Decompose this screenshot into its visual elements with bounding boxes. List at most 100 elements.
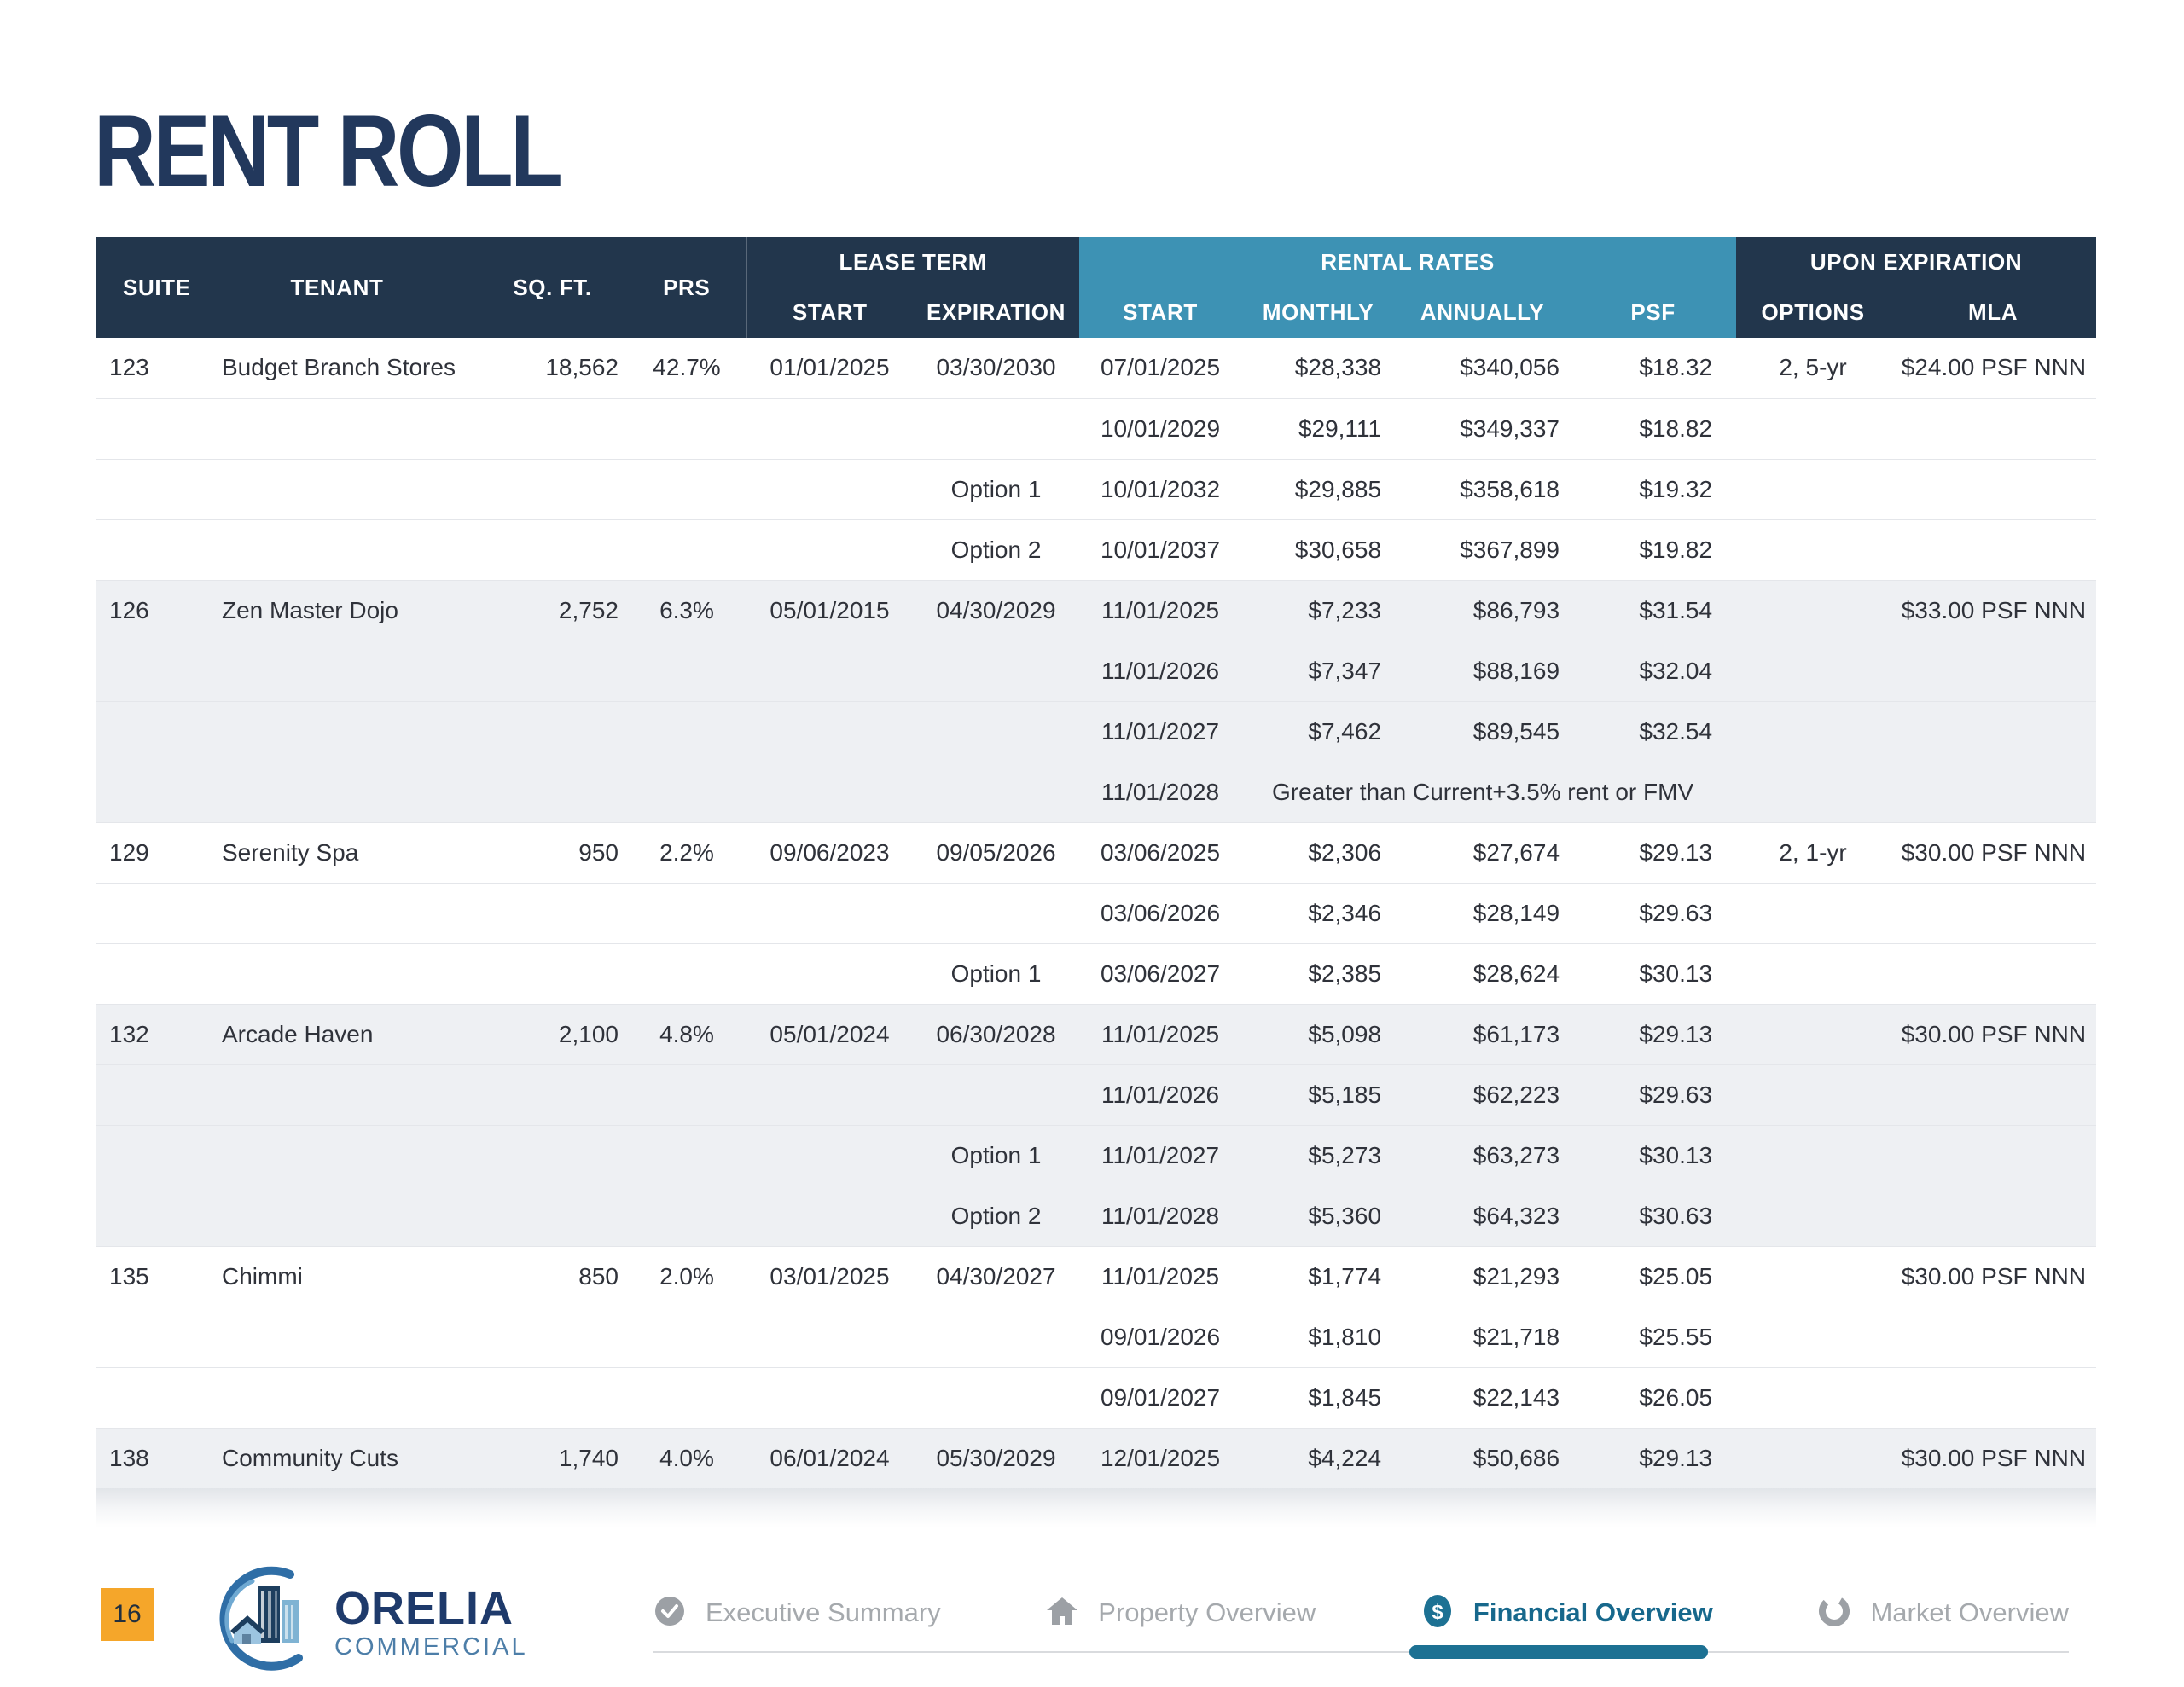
mla-cell: $30.00 PSF NNN <box>1890 1427 2097 1488</box>
tenant-cell <box>196 458 478 519</box>
home-icon <box>1045 1594 1079 1632</box>
table-row: 03/06/2026 $2,346 $28,149 $29.63 <box>96 882 2097 943</box>
monthly-cell: $29,111 <box>1241 397 1396 459</box>
monthly-cell: $5,098 <box>1241 1003 1396 1064</box>
rate-start-cell: 11/01/2026 <box>1079 640 1242 701</box>
annually-cell: $64,323 <box>1395 1185 1571 1246</box>
annually-cell: $89,545 <box>1395 700 1571 762</box>
lease-expiration-cell: Option 2 <box>913 519 1080 580</box>
tenant-cell: Arcade Haven <box>196 1003 478 1064</box>
mla-cell: $33.00 PSF NNN <box>1890 579 2097 641</box>
rate-start-cell: 11/01/2025 <box>1079 1003 1242 1064</box>
header-group-rental-rates: RENTAL RATES <box>1079 237 1737 287</box>
table-row: Option 1 10/01/2032 $29,885 $358,618 $19.32 <box>96 458 2097 519</box>
mla-cell <box>1890 942 2097 1004</box>
sqft-cell: 18,562 <box>478 338 627 398</box>
mla-cell <box>1890 761 2097 822</box>
tenant-cell <box>196 882 478 943</box>
annually-cell: $22,143 <box>1395 1366 1571 1428</box>
sqft-cell <box>478 1064 627 1125</box>
dollar-circle-icon: $ <box>1420 1592 1455 1634</box>
logo-mark-icon <box>208 1562 329 1684</box>
sqft-cell <box>478 1306 627 1367</box>
tenant-cell <box>196 1185 478 1246</box>
lease-expiration-cell: 05/30/2029 <box>913 1427 1080 1488</box>
annually-cell: $367,899 <box>1395 519 1571 580</box>
mla-cell: $24.00 PSF NNN <box>1890 338 2097 398</box>
lease-expiration-cell: Option 1 <box>913 942 1080 1004</box>
lease-start-cell: 06/01/2024 <box>746 1427 913 1488</box>
prs-cell <box>627 519 746 580</box>
psf-cell: $29.13 <box>1570 1003 1737 1064</box>
suite-cell <box>96 1366 196 1428</box>
logo-text: ORELIA COMMERCIAL <box>334 1586 528 1661</box>
page-number-badge: 16 <box>101 1588 154 1641</box>
nav-item-financial-overview[interactable]: $ Financial Overview <box>1420 1592 1713 1634</box>
mla-cell <box>1890 882 2097 943</box>
annually-cell: $340,056 <box>1395 338 1571 398</box>
rate-start-cell: 10/01/2037 <box>1079 519 1242 580</box>
lease-expiration-cell: 03/30/2030 <box>913 338 1080 398</box>
table-row: 129 Serenity Spa 950 2.2% 09/06/2023 09/05/20… <box>96 821 2097 883</box>
rate-start-cell: 11/01/2028 <box>1079 1185 1242 1246</box>
nav-label: Executive Summary <box>706 1597 941 1627</box>
nav-item-market-overview[interactable]: Market Overview <box>1817 1594 2069 1632</box>
monthly-cell: $7,233 <box>1241 579 1396 641</box>
tenant-cell <box>196 1366 478 1428</box>
psf-cell: $30.13 <box>1570 1124 1737 1186</box>
lease-start-cell <box>746 1124 913 1186</box>
options-cell <box>1736 1427 1891 1488</box>
annually-cell: $86,793 <box>1395 579 1571 641</box>
lease-expiration-cell <box>913 1064 1080 1125</box>
annually-cell: $62,223 <box>1395 1064 1571 1125</box>
annually-cell: $27,674 <box>1395 821 1571 883</box>
lease-expiration-cell <box>913 397 1080 459</box>
prs-cell <box>627 1366 746 1428</box>
suite-cell <box>96 458 196 519</box>
options-cell <box>1736 1124 1891 1186</box>
mla-cell: $30.00 PSF NNN <box>1890 821 2097 883</box>
table-bottom-fade <box>96 1488 2096 1528</box>
lease-start-cell <box>746 882 913 943</box>
lease-expiration-cell <box>913 882 1080 943</box>
tenant-cell: Zen Master Dojo <box>196 579 478 641</box>
header-lease-expiration: EXPIRATION <box>913 287 1080 338</box>
mla-cell <box>1890 1064 2097 1125</box>
mla-cell <box>1890 397 2097 459</box>
rate-start-cell: 11/01/2025 <box>1079 579 1242 641</box>
psf-cell: $19.32 <box>1570 458 1737 519</box>
mla-cell <box>1890 640 2097 701</box>
prs-cell <box>627 458 746 519</box>
monthly-cell: $1,845 <box>1241 1366 1396 1428</box>
lease-start-cell <box>746 1185 913 1246</box>
options-cell <box>1736 640 1891 701</box>
header-group-lease-term: LEASE TERM <box>746 237 1080 287</box>
table-row: Option 1 11/01/2027 $5,273 $63,273 $30.13 <box>96 1124 2097 1186</box>
header-options: OPTIONS <box>1736 287 1891 338</box>
tenant-cell: Serenity Spa <box>196 821 478 883</box>
tenant-cell <box>196 761 478 822</box>
table-row: 138 Community Cuts 1,740 4.0% 06/01/2024 05/3… <box>96 1427 2097 1488</box>
lease-start-cell <box>746 761 913 822</box>
lease-expiration-cell: 04/30/2027 <box>913 1245 1080 1307</box>
suite-cell: 132 <box>96 1003 196 1064</box>
sqft-cell <box>478 942 627 1004</box>
donut-icon <box>1817 1594 1851 1632</box>
sqft-cell <box>478 519 627 580</box>
lease-start-cell <box>746 397 913 459</box>
suite-cell <box>96 519 196 580</box>
lease-start-cell: 09/06/2023 <box>746 821 913 883</box>
nav-item-property-overview[interactable]: Property Overview <box>1045 1594 1316 1632</box>
lease-start-cell <box>746 1306 913 1367</box>
lease-start-cell: 05/01/2024 <box>746 1003 913 1064</box>
table-row: 132 Arcade Haven 2,100 4.8% 05/01/2024 06/30/… <box>96 1003 2097 1064</box>
rate-start-cell: 03/06/2026 <box>1079 882 1242 943</box>
page-title: RENT ROLL <box>94 94 563 208</box>
nav-label: Financial Overview <box>1472 1597 1713 1627</box>
prs-cell <box>627 942 746 1004</box>
rent-roll-table: SUITE TENANT SQ. FT. PRS LEASE TERM RENT… <box>96 237 2097 1488</box>
footer-nav-rule <box>653 1651 2069 1653</box>
nav-item-executive-summary[interactable]: Executive Summary <box>653 1594 941 1632</box>
header-psf: PSF <box>1570 287 1737 338</box>
